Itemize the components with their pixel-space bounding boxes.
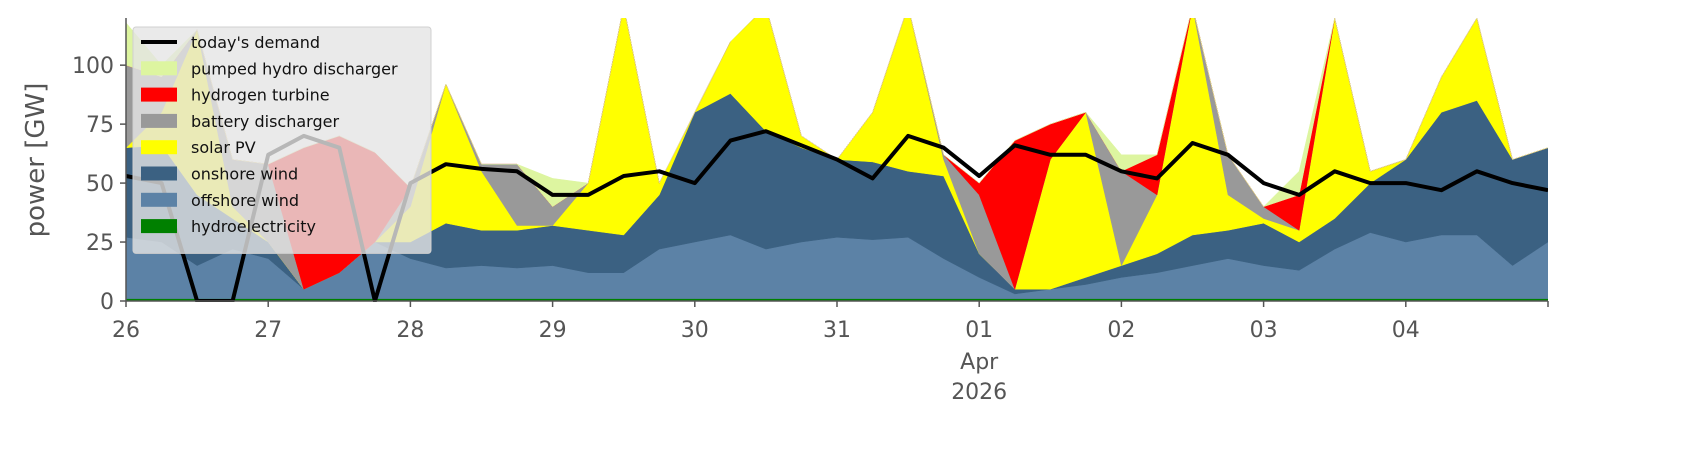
legend-swatch (141, 113, 177, 128)
y-tick-label: 0 (100, 290, 114, 315)
x-tick-label: 29 (539, 318, 567, 343)
x-tick-label: 26 (112, 318, 140, 343)
legend-label: today's demand (191, 33, 320, 52)
legend-label: hydrogen turbine (191, 86, 330, 105)
x-tick-label: 03 (1250, 318, 1278, 343)
legend-swatch (141, 61, 177, 76)
legend-box (132, 26, 432, 254)
x-tick-label: 27 (254, 318, 282, 343)
x-tick-label: 01 (965, 318, 993, 343)
x-tick-label: 31 (823, 318, 851, 343)
legend-label: pumped hydro discharger (191, 59, 398, 78)
x-tick-label: 04 (1392, 318, 1420, 343)
legend-label: solar PV (191, 138, 256, 157)
legend-label: hydroelectricity (191, 217, 316, 236)
x-month-label: Apr (960, 350, 999, 375)
legend-swatch (141, 87, 177, 102)
legend-label: onshore wind (191, 165, 298, 184)
legend-label: battery discharger (191, 112, 339, 131)
y-tick-label: 25 (86, 231, 114, 256)
legend-swatch (141, 140, 177, 155)
x-tick-label: 28 (396, 318, 424, 343)
y-axis-label: power [GW] (21, 83, 51, 238)
x-year-label: 2026 (951, 380, 1007, 405)
y-tick-label: 100 (72, 54, 114, 79)
x-tick-label: 30 (681, 318, 709, 343)
y-tick-label: 75 (86, 113, 114, 138)
legend-swatch (141, 166, 177, 181)
legend-swatch (141, 192, 177, 207)
x-tick-label: 02 (1107, 318, 1135, 343)
legend-swatch (141, 219, 177, 234)
y-tick-label: 50 (86, 172, 114, 197)
legend-label: offshore wind (191, 191, 299, 210)
